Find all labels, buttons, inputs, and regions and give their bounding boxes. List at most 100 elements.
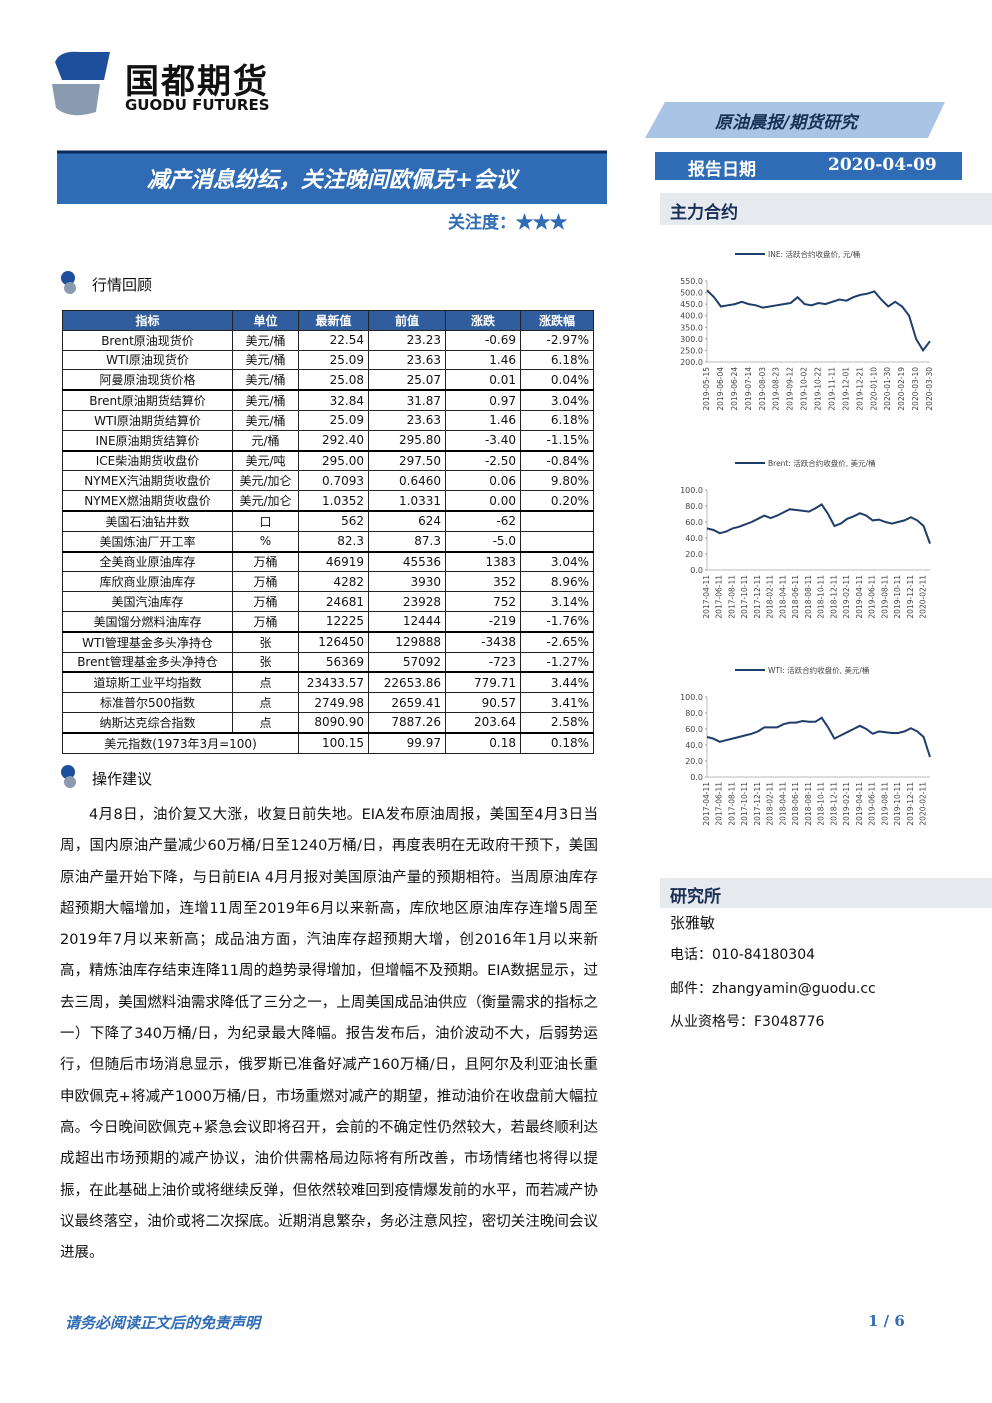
legend-label: INE: 活跃合约收盘价, 元/桶 — [768, 249, 860, 259]
x-tick-label: 2019-02-11 — [842, 782, 851, 826]
table-row: ICE柴油期货收盘价 美元/吨 295.00 297.50 -2.50 -0.84% — [62, 450, 594, 472]
x-tick-label: 2020-02-11 — [919, 782, 928, 826]
x-tick-label: 2018-04-11 — [778, 782, 787, 826]
table-cell: 295.00 — [298, 450, 369, 472]
x-tick-label: 2017-08-11 — [727, 575, 736, 619]
table-cell: 0.20% — [520, 490, 594, 512]
table-cell: 8.96% — [520, 571, 594, 593]
y-tick-label: 250.0 — [680, 346, 703, 355]
table-cell: 0.06 — [445, 470, 521, 492]
table-cell: 2.58% — [520, 711, 594, 734]
data-table: 指标 单位 最新值 前值 涨跌 涨跌幅 Brent原油现货价 美元/桶 22.54 23.23 -0… — [62, 310, 594, 754]
table-cell: Brent管理基金多头净持仓 — [62, 651, 233, 674]
table-header: 前值 — [368, 310, 446, 331]
attention: 关注度：★★★ — [448, 213, 567, 233]
line — [706, 503, 931, 544]
table-row: 道琼斯工业平均指数点 23433.57 22653.86 779.71 3.44% — [62, 671, 594, 694]
table-row: 库欣商业原油库存 万桶 4282 3930 352 8.96% — [62, 571, 594, 593]
table-row: Brent原油期货结算价 美元/桶 32.84 31.87 0.97 3.04% — [62, 389, 594, 411]
x-tick-label: 2017-10-11 — [740, 575, 749, 619]
table-cell: 3.44% — [520, 671, 594, 694]
table-cell: 126450 — [298, 631, 369, 653]
table-cell: 129888 — [368, 631, 446, 653]
logo-shape — [52, 84, 100, 116]
table-cell: -2.65% — [520, 631, 594, 653]
table-cell: 点 — [232, 711, 299, 734]
table-cell: 46919 — [298, 551, 369, 573]
table-cell: 779.71 — [445, 671, 521, 694]
table-cell: 3.14% — [520, 591, 594, 612]
table-cell: 道琼斯工业平均指数 — [62, 671, 233, 694]
table-row: NYMEX燃油期货收盘价 美元/加仑 1.0352 1.0331 0.00 0.20% — [62, 490, 594, 512]
table-cell: 4282 — [298, 571, 369, 593]
x-tick-label: 2019-11-11 — [827, 367, 836, 411]
table-cell: 万桶 — [232, 591, 299, 612]
table-row: Brent原油现货价 美元/桶 22.54 23.23 -0.69 -2.97% — [62, 329, 594, 351]
table-cell: 0.04% — [520, 369, 594, 392]
y-tick-label: 450.0 — [680, 300, 703, 309]
table-row: WTI原油期货结算价 美元/桶 25.09 23.63 1.46 6.18% — [62, 409, 594, 431]
table-row: Brent管理基金多头净持仓张 56369 57092 -723 -1.27% — [62, 651, 594, 674]
table-cell: 2749.98 — [298, 692, 369, 713]
x-tick-label: 2019-06-11 — [868, 575, 877, 619]
research-box — [660, 878, 992, 908]
x-tick-label: 2017-08-11 — [727, 782, 736, 826]
table-cell: 752 — [445, 591, 521, 612]
table-cell: 562 — [298, 510, 369, 532]
section-heading: 行情回顾 — [92, 276, 153, 294]
x-tick-label: 2019-09-12 — [786, 367, 795, 411]
x-tick-label: 2019-10-22 — [814, 367, 823, 411]
x-tick-label: 2019-10-11 — [893, 575, 902, 619]
table-cell: 美国馏分燃料油库存 — [62, 610, 233, 633]
x-tick-label: 2020-03-10 — [911, 367, 920, 411]
table-cell: 22653.86 — [368, 671, 446, 694]
page-number: 1 / 6 — [868, 1312, 905, 1330]
table-cell: 352 — [445, 571, 521, 593]
section-heading: 操作建议 — [92, 770, 153, 788]
advice-text: 4月8日，油价复又大涨，收复日前失地。EIA发布原油周报，美国至4月3日当周，国… — [60, 807, 598, 1262]
table-cell: 3.04% — [520, 389, 594, 411]
table-cell: 24681 — [298, 591, 369, 612]
table-cell: 297.50 — [368, 450, 446, 472]
table-cell: -2.97% — [520, 329, 594, 351]
title-bar — [57, 152, 607, 204]
table-cell: 点 — [232, 671, 299, 694]
table-cell: Brent原油现货价 — [62, 329, 233, 351]
table-cell: -0.84% — [520, 450, 594, 472]
x-tick-label: 2020-01-30 — [883, 367, 892, 411]
y-tick-label: 0.0 — [690, 773, 703, 782]
line — [706, 716, 931, 758]
table-cell: -2.50 — [445, 450, 521, 472]
table-cell: 292.40 — [298, 429, 369, 452]
table-row: 美国石油钻井数口 562 624 -62 — [62, 510, 594, 532]
x-tick-label: 2018-06-11 — [791, 782, 800, 826]
table-row: 美国馏分燃料油库存 万桶 12225 12444 -219 -1.76% — [62, 610, 594, 633]
x-tick-label: 2017-06-11 — [715, 575, 724, 619]
table-row: 阿曼原油现货价格 美元/桶 25.08 25.07 0.01 0.04% — [62, 369, 594, 392]
table-cell: 3.41% — [520, 692, 594, 713]
table-row: INE原油期货结算价 元/桶 292.40 295.80 -3.40 -1.15% — [62, 429, 594, 452]
table-cell: 8090.90 — [298, 711, 369, 734]
table-cell: -219 — [445, 610, 521, 633]
y-tick-label: 20.0 — [685, 757, 703, 766]
x-tick-label: 2019-06-24 — [730, 367, 739, 411]
research-heading: 研究所 — [670, 887, 721, 907]
section-icon — [61, 271, 76, 294]
table-cell: 美元/加仑 — [232, 490, 299, 512]
table-row: WTI管理基金多头净持仓张 126450 129888 -3438 -2.65% — [62, 631, 594, 653]
table-cell: 万桶 — [232, 551, 299, 573]
table-cell: 31.87 — [368, 389, 446, 411]
table-cell: 张 — [232, 651, 299, 674]
date-bar — [655, 152, 962, 180]
title: 减产消息纷纭，关注晚间欧佩克+会议 — [146, 167, 518, 193]
y-tick-label: 20.0 — [685, 550, 703, 559]
x-tick-label: 2018-08-11 — [804, 575, 813, 619]
x-tick-label: 2018-08-11 — [804, 782, 813, 826]
x-tick-label: 2019-05-15 — [702, 367, 711, 411]
table-row: 美国汽油库存 万桶 24681 23928 752 3.14% — [62, 591, 594, 612]
x-tick-label: 2017-04-11 — [702, 782, 711, 826]
x-tick-label: 2018-12-11 — [829, 782, 838, 826]
x-tick-label: 2018-02-11 — [766, 782, 775, 826]
table-cell: 99.97 — [368, 732, 446, 754]
